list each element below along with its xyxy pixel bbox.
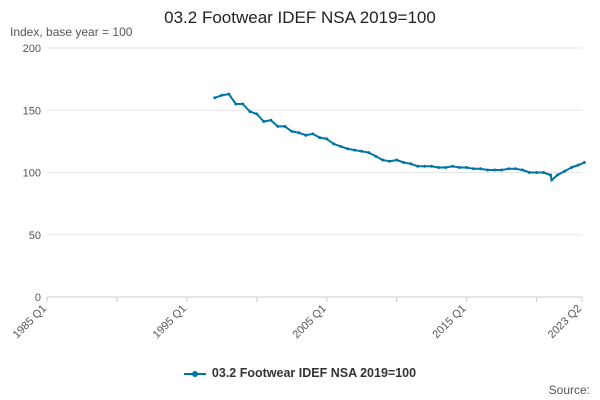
data-point[interactable] — [374, 154, 378, 158]
data-point[interactable] — [269, 118, 273, 122]
x-axis — [46, 296, 583, 302]
data-point[interactable] — [262, 120, 266, 123]
series-layer — [213, 92, 586, 182]
data-point[interactable] — [234, 102, 238, 106]
data-point[interactable] — [213, 96, 217, 100]
data-point[interactable] — [556, 173, 559, 177]
data-point[interactable] — [416, 164, 420, 168]
data-point[interactable] — [388, 159, 392, 163]
legend[interactable]: 03.2 Footwear IDEF NSA 2019=100 — [0, 366, 600, 380]
x-tick-labels: 1985 Q1 1995 Q1 2005 Q1 2015 Q1 2023 Q2 — [11, 303, 584, 341]
data-point[interactable] — [360, 149, 364, 153]
data-point[interactable] — [570, 166, 573, 169]
data-point[interactable] — [423, 164, 427, 168]
x-tick-label: 2005 Q1 — [291, 303, 329, 341]
data-point[interactable] — [514, 167, 518, 171]
data-point[interactable] — [479, 167, 483, 171]
x-tick-label: 2023 Q2 — [546, 303, 584, 341]
data-point[interactable] — [451, 164, 455, 168]
data-point[interactable] — [465, 166, 469, 169]
series-line — [213, 93, 586, 181]
data-point[interactable] — [500, 168, 504, 172]
data-point[interactable] — [318, 136, 322, 140]
source-label: Source: — [548, 383, 590, 397]
data-point[interactable] — [304, 133, 308, 137]
data-point[interactable] — [311, 132, 315, 136]
data-point[interactable] — [381, 158, 385, 162]
x-tick-label: 2015 Q1 — [430, 303, 468, 341]
y-axis: 0 50 100 150 200 — [23, 43, 41, 304]
x-tick-label: 1995 Q1 — [151, 303, 189, 341]
chart-subtitle: Index, base year = 100 — [10, 25, 133, 39]
data-point[interactable] — [353, 148, 357, 152]
data-point[interactable] — [409, 162, 413, 166]
data-point[interactable] — [276, 124, 280, 128]
data-point[interactable] — [227, 92, 231, 96]
data-point[interactable] — [220, 93, 224, 97]
data-point[interactable] — [297, 131, 301, 135]
data-point[interactable] — [444, 166, 448, 169]
data-point[interactable] — [521, 168, 525, 172]
data-point[interactable] — [577, 163, 580, 167]
data-point[interactable] — [535, 171, 538, 174]
data-point[interactable] — [437, 166, 441, 169]
legend-swatch-icon — [183, 369, 206, 379]
data-point[interactable] — [325, 137, 329, 141]
data-point[interactable] — [528, 171, 531, 174]
data-point[interactable] — [486, 168, 490, 172]
y-tick-label: 150 — [23, 105, 41, 117]
chart-title: 03.2 Footwear IDEF NSA 2019=100 — [164, 8, 436, 27]
y-tick-label: 50 — [29, 230, 41, 242]
data-point[interactable] — [332, 142, 336, 146]
y-tick-label: 200 — [23, 43, 41, 55]
data-point[interactable] — [346, 147, 350, 151]
y-tick-label: 100 — [23, 168, 41, 180]
data-point[interactable] — [472, 167, 476, 171]
data-point[interactable] — [550, 178, 554, 182]
data-point[interactable] — [395, 158, 399, 162]
data-point[interactable] — [507, 167, 511, 171]
data-point[interactable] — [255, 112, 259, 116]
data-point[interactable] — [542, 171, 545, 174]
x-tick-label: 1985 Q1 — [11, 303, 49, 341]
data-point[interactable] — [283, 124, 287, 128]
data-point[interactable] — [339, 144, 343, 148]
legend-label: 03.2 Footwear IDEF NSA 2019=100 — [211, 366, 417, 380]
data-point[interactable] — [430, 164, 434, 168]
data-point[interactable] — [367, 151, 371, 155]
data-point[interactable] — [582, 161, 586, 164]
data-point[interactable] — [290, 129, 294, 133]
data-point[interactable] — [241, 102, 245, 106]
grid-lines — [47, 47, 582, 236]
data-point[interactable] — [402, 161, 406, 164]
data-point[interactable] — [493, 168, 497, 172]
data-point[interactable] — [563, 169, 566, 173]
data-point[interactable] — [458, 166, 462, 169]
y-tick-label: 0 — [35, 292, 41, 304]
data-point[interactable] — [549, 173, 552, 177]
data-point[interactable] — [248, 110, 252, 113]
